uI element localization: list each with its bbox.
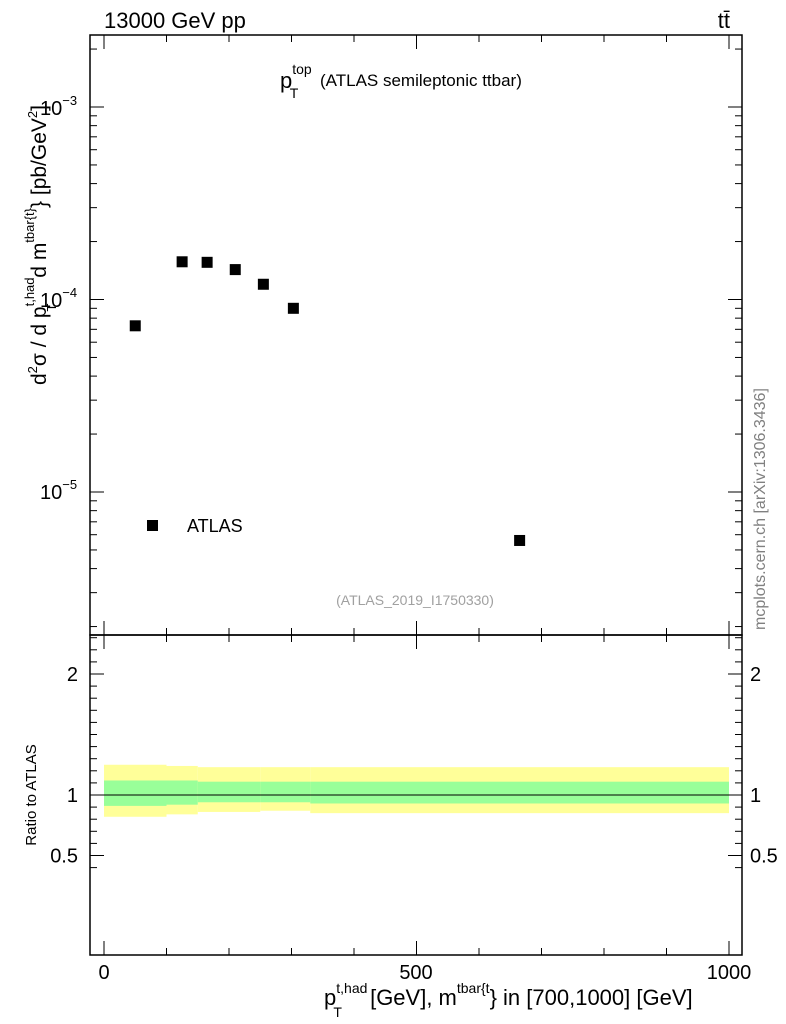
band-stat xyxy=(260,781,311,803)
ratio-ytick-label-right: 1 xyxy=(750,785,761,807)
band-stat xyxy=(166,780,198,805)
analysis-id: (ATLAS_2019_I1750330) xyxy=(336,592,494,608)
ytick-label-1e-4: 10−4 xyxy=(40,285,77,312)
band-stat xyxy=(229,781,261,803)
ratio-panel: 2 2 1 1 0.5 0.5 Ratio to ATLAS xyxy=(23,634,778,956)
main-y-ticks xyxy=(90,48,742,628)
data-point xyxy=(129,320,141,332)
data-point xyxy=(287,302,299,314)
ratio-ytick-label-left: 1 xyxy=(67,785,78,807)
data-point xyxy=(176,256,188,268)
data-point xyxy=(257,278,269,290)
ratio-ytick-label-right: 2 xyxy=(750,664,761,686)
ratio-x-ticks xyxy=(103,635,730,955)
band-stat xyxy=(310,781,729,804)
band-stat xyxy=(104,780,167,806)
data-point xyxy=(201,256,213,268)
main-frame xyxy=(89,34,743,636)
ratio-ytick-label-right: 0.5 xyxy=(750,846,778,868)
plot-title: ptop T xyxy=(280,61,312,101)
band-stat xyxy=(197,781,229,803)
ratio-tick-labels: 2 2 1 1 0.5 0.5 xyxy=(50,664,778,868)
ratio-ytick-label-left: 2 xyxy=(67,664,78,686)
xtick-label-500: 500 xyxy=(399,962,432,984)
watermark: mcplots.cern.ch [arXiv:1306.3436] xyxy=(752,388,769,630)
title-sub: T xyxy=(290,85,299,101)
ratio-y-ticks xyxy=(90,637,742,869)
legend-label: ATLAS xyxy=(187,516,243,536)
data-point xyxy=(229,264,241,276)
title-sup: top xyxy=(292,61,312,77)
xtick-label-1000: 1000 xyxy=(707,962,752,984)
ytick-label-1e-5: 10−5 xyxy=(40,477,77,504)
data-point xyxy=(514,534,526,546)
main-panel: ptop T (ATLAS semileptonic ttbar) 10−3 10… xyxy=(22,34,743,636)
title-rest: (ATLAS semileptonic ttbar) xyxy=(320,71,522,90)
title-p: p xyxy=(280,68,292,93)
process-label: tt̄ xyxy=(718,8,730,33)
legend-marker xyxy=(147,520,158,531)
main-x-ticks xyxy=(103,35,730,635)
energy-label: 13000 GeV pp xyxy=(104,8,246,33)
ratio-ytick-label-left: 0.5 xyxy=(50,846,78,868)
x-axis-label: pt,had T [GeV], mtbar{t} in [700,1000] [G… xyxy=(324,980,693,1020)
ratio-y-label: Ratio to ATLAS xyxy=(23,744,40,845)
xtick-label-0: 0 xyxy=(98,962,109,984)
ytick-label-1e-3: 10−3 xyxy=(40,93,77,120)
ratio-bands xyxy=(104,764,729,817)
data-points xyxy=(129,256,526,546)
y-axis-label: d2σ / d pt,hadT d mtbar{t}} [pb/GeV2] xyxy=(22,105,59,385)
